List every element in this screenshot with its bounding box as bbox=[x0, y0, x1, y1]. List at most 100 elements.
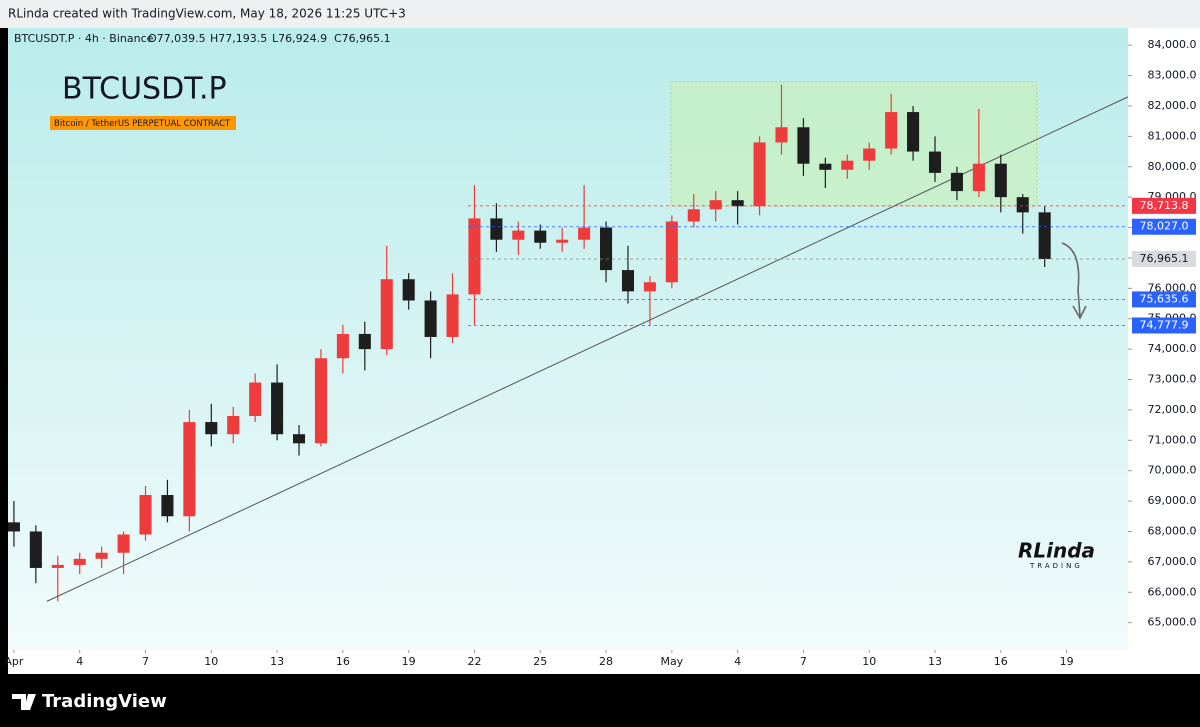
y-tick-label: 82,000.0 bbox=[1148, 99, 1197, 112]
candle-body bbox=[512, 230, 525, 240]
y-tick-label: 66,000.0 bbox=[1148, 585, 1197, 598]
level-label: 74,777.9 bbox=[1140, 318, 1189, 331]
chart-title: BTCUSDT.P bbox=[62, 72, 227, 107]
time-axis bbox=[8, 650, 1200, 674]
ohlc-label: O77,039.5 bbox=[148, 32, 206, 45]
y-tick-label: 74,000.0 bbox=[1148, 342, 1197, 355]
x-tick-label: Apr bbox=[4, 655, 24, 668]
candle-body bbox=[424, 300, 437, 337]
candle-body bbox=[994, 163, 1007, 198]
candle-body bbox=[117, 534, 130, 553]
y-tick-label: 80,000.0 bbox=[1148, 160, 1197, 173]
candle-body bbox=[950, 172, 963, 192]
candle-body bbox=[819, 163, 832, 170]
candle-body bbox=[775, 127, 788, 143]
y-tick-label: 72,000.0 bbox=[1148, 403, 1197, 416]
candle-body bbox=[227, 415, 240, 435]
level-tag bbox=[1132, 291, 1196, 308]
projection-arrow bbox=[1061, 242, 1081, 317]
watermark: RLinda bbox=[1018, 539, 1095, 563]
candle-body bbox=[556, 239, 569, 243]
candle-body bbox=[928, 151, 942, 173]
logo-icon bbox=[12, 694, 36, 710]
x-tick-label: 13 bbox=[928, 655, 942, 668]
candle-body bbox=[907, 112, 920, 152]
candle-body bbox=[665, 221, 678, 283]
y-tick-label: 73,000.0 bbox=[1148, 373, 1197, 386]
candle-body bbox=[797, 127, 810, 164]
y-tick-label: 71,000.0 bbox=[1148, 433, 1197, 446]
y-tick-label: 69,000.0 bbox=[1148, 494, 1197, 507]
candle-body bbox=[183, 422, 196, 517]
y-tick-label: 84,000.0 bbox=[1148, 38, 1197, 51]
candle-body bbox=[1016, 197, 1029, 213]
top-bar-text: RLinda created with TradingView.com, May… bbox=[8, 7, 406, 21]
x-tick-label: 16 bbox=[994, 655, 1008, 668]
x-tick-label: 10 bbox=[204, 655, 218, 668]
y-tick-label: 83,000.0 bbox=[1148, 69, 1197, 82]
candle-body bbox=[446, 294, 459, 337]
y-tick-label: 76,000.0 bbox=[1148, 281, 1197, 294]
level-tag bbox=[1132, 218, 1196, 235]
candle-body bbox=[314, 358, 327, 444]
candle-body bbox=[205, 422, 218, 435]
candle-body bbox=[271, 382, 284, 435]
y-tick-label: 81,000.0 bbox=[1148, 129, 1197, 142]
price-axis bbox=[1128, 28, 1200, 650]
x-tick-label: 22 bbox=[467, 655, 481, 668]
candle-body bbox=[95, 552, 108, 559]
x-tick-label: 16 bbox=[336, 655, 350, 668]
candle-body bbox=[358, 333, 371, 350]
candle-body bbox=[600, 227, 613, 271]
candle-body bbox=[490, 218, 503, 240]
level-label: 78,713.8 bbox=[1140, 199, 1189, 212]
candle-body bbox=[621, 270, 635, 292]
candle-body bbox=[73, 558, 86, 565]
candle-body bbox=[139, 495, 152, 535]
y-tick-label: 67,000.0 bbox=[1148, 555, 1197, 568]
x-tick-label: 10 bbox=[862, 655, 876, 668]
candle-body bbox=[643, 282, 656, 292]
candle-body bbox=[578, 227, 591, 240]
ohlc-label: H77,193.5 bbox=[210, 32, 267, 45]
candle-body bbox=[753, 142, 766, 207]
level-label: 76,965.1 bbox=[1140, 252, 1189, 265]
level-tag bbox=[1132, 197, 1196, 214]
candle-body bbox=[687, 209, 700, 222]
plot bbox=[7, 81, 1129, 602]
arrow-head bbox=[1072, 305, 1087, 320]
candle-body bbox=[709, 200, 722, 210]
level-tag bbox=[1132, 251, 1196, 268]
candle-body bbox=[380, 279, 393, 350]
candle-body bbox=[249, 382, 262, 416]
x-tick-label: 13 bbox=[270, 655, 284, 668]
footer-brand: TradingView bbox=[42, 691, 167, 712]
level-label: 78,027.0 bbox=[1140, 220, 1189, 233]
candle-body bbox=[885, 112, 898, 149]
x-tick-label: 28 bbox=[599, 655, 613, 668]
candle-body bbox=[841, 160, 854, 170]
subtitle: Bitcoin / TetherUS PERPETUAL CONTRACT bbox=[54, 119, 231, 129]
y-tick-label: 68,000.0 bbox=[1148, 524, 1197, 537]
x-tick-label: May bbox=[660, 655, 683, 668]
ohlc-label: L76,924.9 bbox=[272, 32, 327, 45]
symbol-line: BTCUSDT.P · 4h · Binance bbox=[14, 32, 154, 45]
candle-body bbox=[863, 148, 876, 161]
x-tick-label: 25 bbox=[533, 655, 547, 668]
x-tick-label: 19 bbox=[1060, 655, 1074, 668]
candle-body bbox=[51, 564, 64, 568]
x-tick-label: 19 bbox=[402, 655, 416, 668]
x-tick-label: 4 bbox=[734, 655, 741, 668]
x-tick-label: 7 bbox=[142, 655, 149, 668]
candle-body bbox=[972, 163, 985, 192]
candle-body bbox=[534, 230, 547, 243]
candle-body bbox=[161, 495, 174, 517]
level-tag bbox=[1132, 317, 1196, 334]
top-bar bbox=[0, 0, 1200, 28]
y-tick-label: 65,000.0 bbox=[1148, 616, 1197, 629]
x-tick-label: 7 bbox=[800, 655, 807, 668]
watermark-sub: TRADING bbox=[1029, 562, 1083, 570]
ohlc-label: C76,965.1 bbox=[334, 32, 391, 45]
